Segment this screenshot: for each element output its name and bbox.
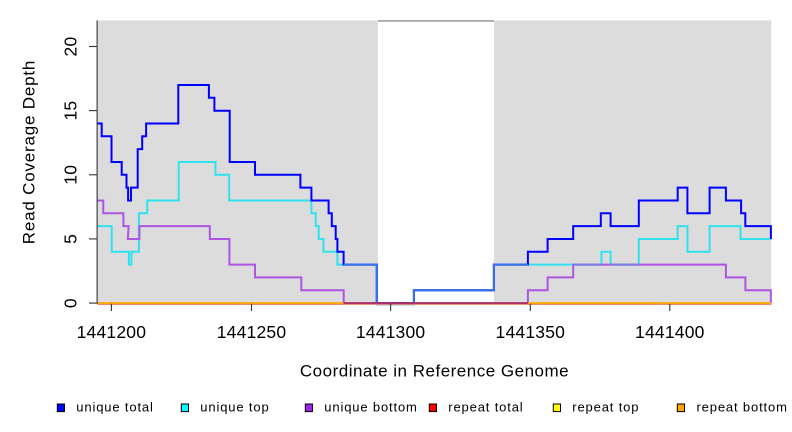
svg-text:Coordinate in Reference Genome: Coordinate in Reference Genome	[300, 362, 569, 381]
svg-text:1441300: 1441300	[356, 322, 426, 342]
svg-text:Read Coverage Depth: Read Coverage Depth	[20, 60, 39, 244]
svg-text:repeat top: repeat top	[572, 399, 639, 414]
svg-text:1441250: 1441250	[217, 322, 287, 342]
svg-text:20: 20	[61, 37, 81, 57]
svg-text:0: 0	[61, 298, 81, 308]
svg-text:5: 5	[61, 234, 81, 244]
svg-text:repeat bottom: repeat bottom	[697, 399, 788, 414]
svg-text:1441350: 1441350	[496, 322, 566, 342]
svg-text:10: 10	[61, 165, 81, 185]
svg-text:unique top: unique top	[200, 399, 269, 414]
svg-text:unique total: unique total	[76, 399, 153, 414]
svg-text:unique bottom: unique bottom	[324, 399, 417, 414]
svg-text:repeat total: repeat total	[448, 399, 523, 414]
svg-text:1441400: 1441400	[635, 322, 705, 342]
svg-text:15: 15	[61, 101, 81, 121]
svg-text:1441200: 1441200	[77, 322, 147, 342]
